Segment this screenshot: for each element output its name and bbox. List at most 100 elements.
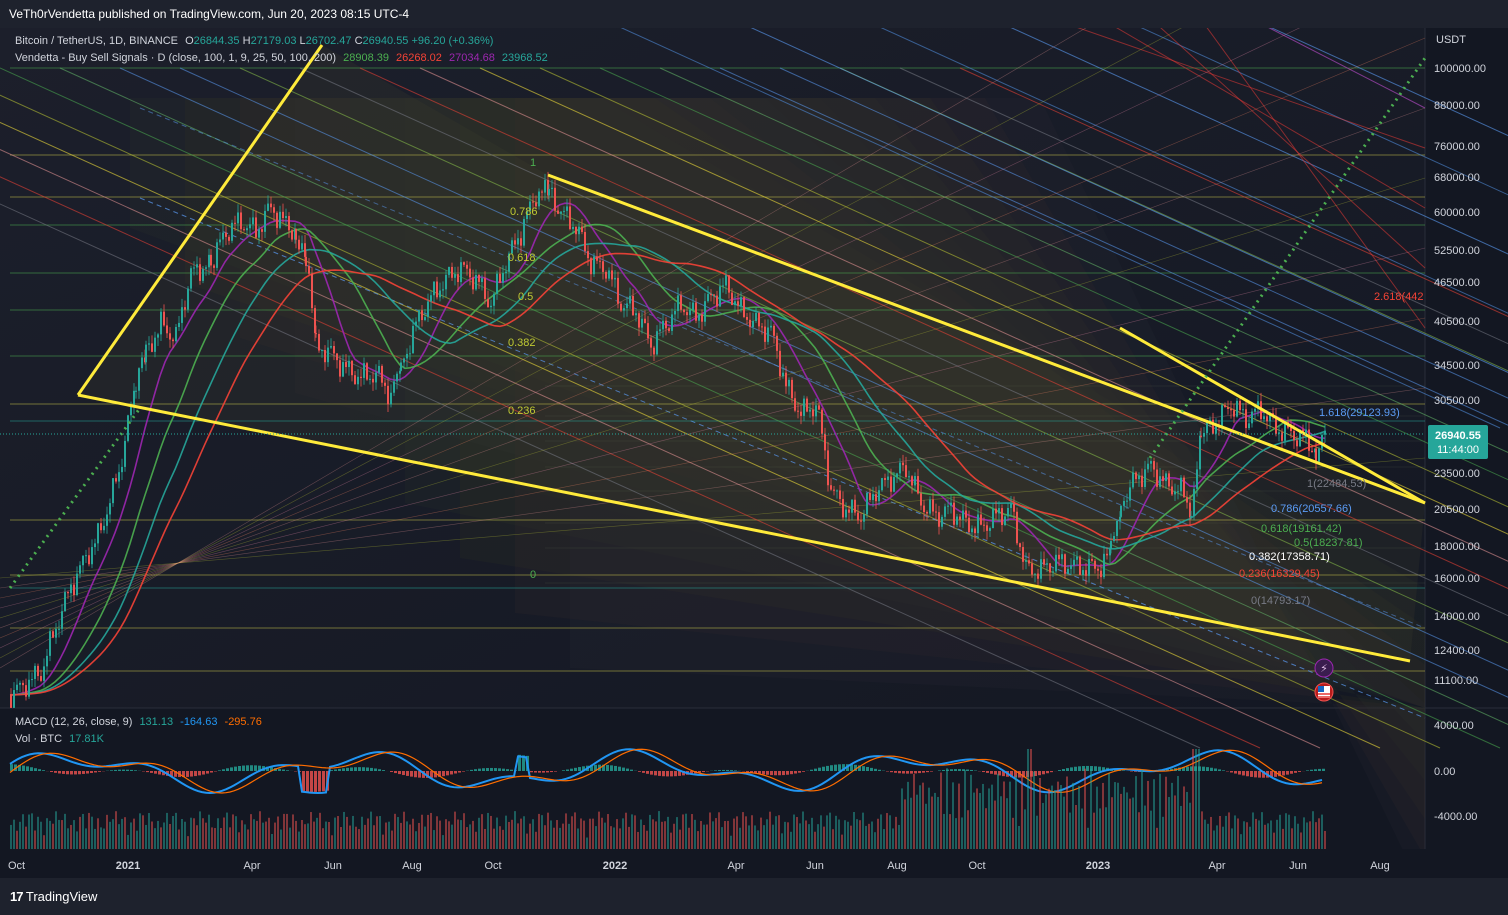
price-candle bbox=[1116, 519, 1118, 544]
volume-bar bbox=[985, 808, 987, 849]
volume-bar bbox=[739, 827, 741, 849]
macd-histogram-bar bbox=[1274, 771, 1277, 777]
price-candle bbox=[13, 682, 15, 708]
macd-histogram-bar bbox=[1218, 769, 1221, 771]
macd-histogram-bar bbox=[1222, 770, 1225, 771]
volume-bar bbox=[937, 796, 939, 849]
macd-legend[interactable]: MACD (12, 26, close, 9) 131.13 -164.63 -… bbox=[15, 716, 262, 728]
macd-histogram-bar bbox=[1134, 771, 1137, 772]
macd-histogram-bar bbox=[1262, 771, 1265, 778]
price-candle bbox=[599, 252, 601, 269]
macd-histogram-bar bbox=[282, 769, 285, 771]
price-tick: 88000.00 bbox=[1434, 100, 1480, 112]
macd-histogram-bar bbox=[1050, 771, 1053, 773]
volume-bar bbox=[163, 822, 165, 849]
indicator-name[interactable]: Vendetta - Buy Sell Signals · D (close, … bbox=[15, 52, 337, 64]
price-candle bbox=[1022, 541, 1024, 570]
price-candle bbox=[1180, 475, 1182, 497]
fib-level-label: 2.618(442 bbox=[1374, 291, 1424, 303]
tradingview-logo[interactable]: 17 TradingView bbox=[10, 889, 98, 904]
volume-bar bbox=[1057, 781, 1059, 849]
price-tick: 30500.00 bbox=[1434, 395, 1480, 407]
macd-histogram-bar bbox=[198, 771, 201, 776]
macd-histogram-bar bbox=[1322, 768, 1325, 771]
macd-histogram-bar bbox=[1078, 766, 1081, 771]
price-candle bbox=[67, 590, 69, 599]
volume-legend[interactable]: Vol · BTC 17.81K bbox=[15, 733, 104, 745]
trendlines[interactable] bbox=[8, 44, 1427, 663]
volume-bar bbox=[1084, 768, 1086, 849]
price-candle bbox=[1150, 459, 1152, 472]
macd-name[interactable]: MACD (12, 26, close, 9) bbox=[15, 716, 133, 728]
volume-bar bbox=[595, 826, 597, 849]
volume-bar bbox=[1180, 805, 1182, 849]
us-flag-icon[interactable] bbox=[1314, 682, 1334, 702]
macd-histogram-bar bbox=[390, 771, 393, 773]
price-candle bbox=[199, 257, 201, 285]
indicator-legend[interactable]: Vendetta - Buy Sell Signals · D (close, … bbox=[15, 52, 548, 64]
symbol-title[interactable]: Bitcoin / TetherUS, 1D, BINANCE bbox=[15, 35, 179, 47]
volume-bar bbox=[1219, 815, 1221, 849]
price-candle bbox=[222, 224, 224, 248]
volume-bar bbox=[634, 815, 636, 849]
volume-bar bbox=[340, 826, 342, 849]
volume-bar bbox=[907, 781, 909, 849]
chart-area[interactable]: 1 0.786 0.618 0.5 0.382 0.236 0 2.618(442 1.618(… bbox=[0, 28, 1508, 878]
volume-bar bbox=[1255, 818, 1257, 849]
macd-histogram-bar bbox=[206, 771, 209, 774]
fib-level-label: 0.786 bbox=[510, 206, 538, 218]
volume-bar bbox=[475, 831, 477, 849]
macd-histogram-bar bbox=[922, 771, 925, 773]
price-candle bbox=[722, 277, 724, 293]
macd-tick: 4000.00 bbox=[1434, 720, 1474, 732]
macd-histogram-bar bbox=[1074, 766, 1077, 771]
price-candle bbox=[1094, 559, 1096, 574]
macd-histogram-bar bbox=[674, 771, 677, 777]
price-candle bbox=[740, 291, 742, 313]
symbol-legend[interactable]: Bitcoin / TetherUS, 1D, BINANCE O26844.3… bbox=[15, 35, 494, 47]
volume-bar bbox=[16, 830, 18, 849]
macd-histogram-bar bbox=[858, 765, 861, 771]
time-tick: Apr bbox=[727, 860, 744, 872]
volume-bar bbox=[913, 774, 915, 849]
macd-histogram-bar bbox=[334, 769, 337, 771]
macd-histogram-bar bbox=[50, 771, 53, 773]
price-candle bbox=[548, 184, 550, 202]
price-candle bbox=[1110, 533, 1112, 554]
volume-bar bbox=[556, 820, 558, 849]
price-candle bbox=[1052, 566, 1054, 577]
macd-histogram-bar bbox=[1122, 770, 1125, 771]
volume-bar bbox=[328, 821, 330, 849]
macd-histogram-bar bbox=[1210, 767, 1213, 771]
price-candle bbox=[415, 317, 417, 332]
price-candle bbox=[635, 310, 637, 322]
macd-histogram-bar bbox=[538, 771, 541, 773]
volume-bar bbox=[244, 824, 246, 849]
volume-bar bbox=[757, 830, 759, 849]
lightning-icon[interactable]: ⚡ bbox=[1314, 658, 1334, 678]
price-candle bbox=[1043, 551, 1045, 568]
volume-bar bbox=[490, 815, 492, 849]
macd-histogram-bar bbox=[910, 771, 913, 774]
price-candle bbox=[1049, 562, 1051, 581]
volume-bar bbox=[502, 829, 504, 849]
volume-bar bbox=[715, 818, 717, 849]
price-candle bbox=[184, 300, 186, 318]
macd-histogram-bar bbox=[658, 771, 661, 776]
price-candle bbox=[1174, 483, 1176, 501]
volume-bar bbox=[67, 828, 69, 849]
macd-histogram-bar bbox=[902, 771, 905, 774]
volume-bar bbox=[409, 824, 411, 849]
volume-bar bbox=[1207, 823, 1209, 849]
volume-bar bbox=[346, 816, 348, 849]
volume-bar bbox=[211, 827, 213, 849]
chart-canvas[interactable]: 1 0.786 0.618 0.5 0.382 0.236 0 2.618(442 1.618(… bbox=[0, 28, 1508, 878]
volume-bar bbox=[1222, 826, 1224, 849]
volume-bar bbox=[238, 832, 240, 849]
macd-histogram-bar bbox=[878, 769, 881, 771]
macd-histogram-bar bbox=[986, 771, 989, 773]
volume-bar bbox=[823, 826, 825, 849]
volume-name[interactable]: Vol · BTC bbox=[15, 733, 63, 745]
volume-bar bbox=[334, 817, 336, 849]
price-candle bbox=[348, 355, 350, 376]
